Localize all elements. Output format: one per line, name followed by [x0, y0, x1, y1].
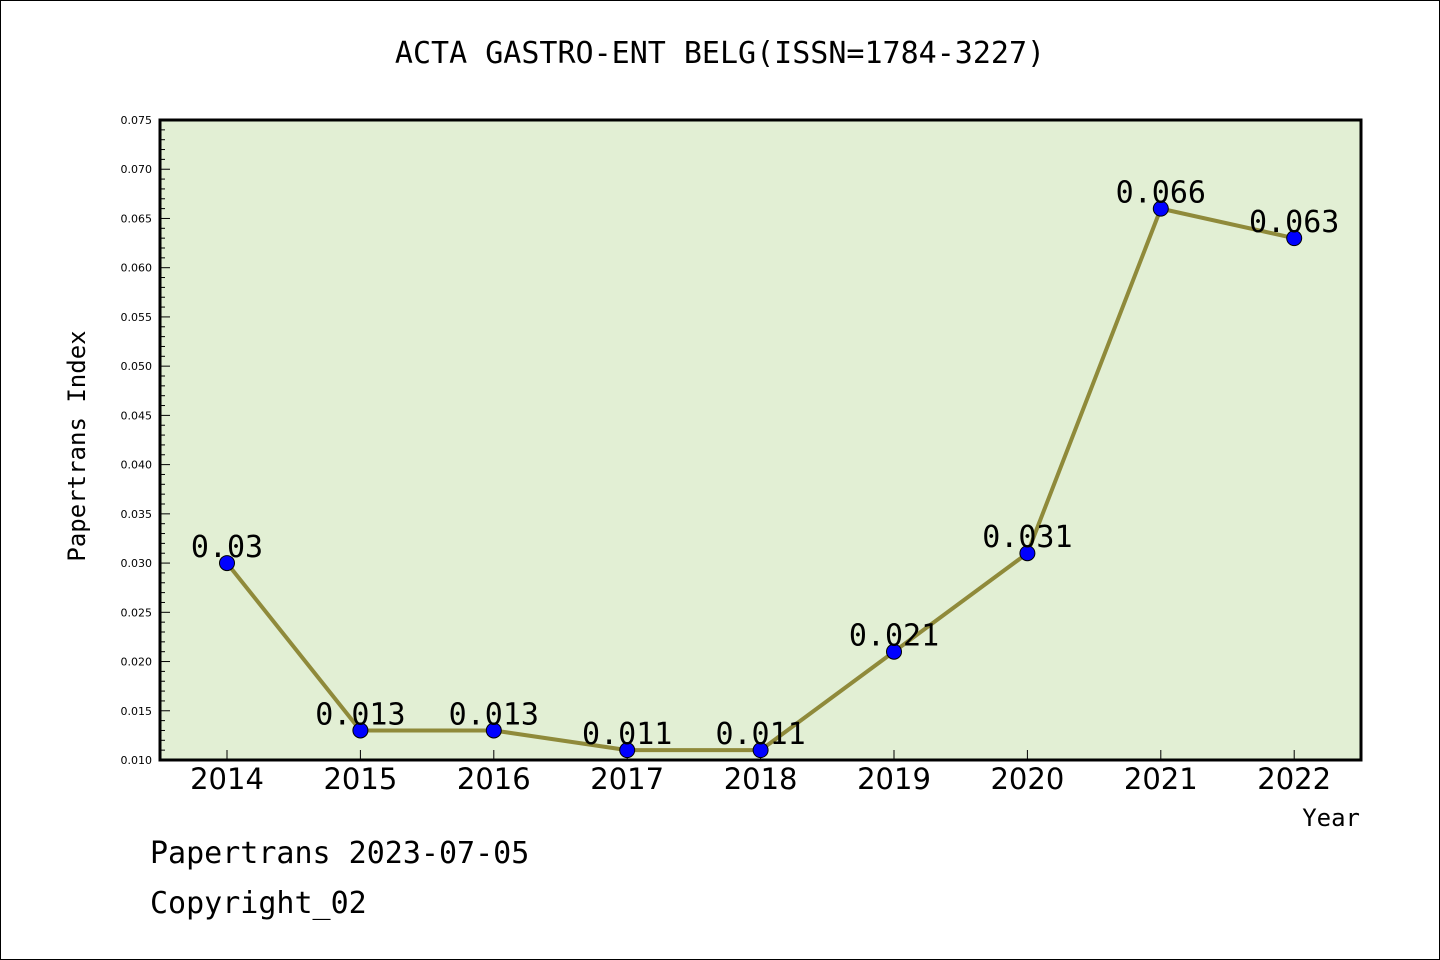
- y-tick-label: 0.075: [121, 114, 153, 127]
- data-label: 0.013: [449, 697, 539, 732]
- x-tick-label: 2017: [590, 762, 664, 796]
- y-tick-label: 0.040: [121, 459, 153, 472]
- data-point: [752, 742, 769, 759]
- x-tick-label: 2020: [990, 762, 1064, 796]
- y-tick-label: 0.050: [121, 360, 153, 373]
- data-point: [886, 643, 902, 660]
- data-point: [619, 742, 636, 759]
- x-tick-label: 2014: [190, 762, 264, 796]
- footer-copyright: Copyright_02: [150, 886, 367, 921]
- data-label: 0.021: [849, 619, 939, 654]
- series-markers: [219, 200, 1303, 759]
- footer-source: Papertrans 2023-07-05: [150, 836, 530, 871]
- x-axis-ticks: 2014 2015 2016 2017 2018 2019 2020 2021 2022: [190, 750, 1331, 796]
- y-tick-label: 0.025: [121, 606, 153, 619]
- x-tick-label: 2015: [323, 762, 397, 796]
- data-label: 0.066: [1116, 176, 1206, 211]
- y-axis-ticks: 0.010 0.015 0.020 0.025 0.030 0.035 0.040 0.045…: [121, 114, 170, 767]
- data-label: 0.011: [715, 717, 805, 752]
- y-tick-label: 0.015: [121, 705, 153, 718]
- x-tick-label: 2018: [724, 762, 798, 796]
- x-tick-label: 2019: [857, 762, 931, 796]
- x-tick-label: 2021: [1124, 762, 1198, 796]
- chart-title: ACTA GASTRO-ENT BELG(ISSN=1784-3227): [394, 36, 1046, 71]
- data-point: [1286, 230, 1303, 247]
- y-tick-label: 0.070: [121, 163, 153, 176]
- data-point: [219, 555, 235, 572]
- plot-area: [160, 120, 1361, 760]
- x-tick-label: 2022: [1257, 762, 1331, 796]
- y-tick-label: 0.045: [121, 409, 153, 422]
- x-tick-label: 2016: [457, 762, 531, 796]
- y-tick-label: 0.055: [121, 311, 153, 324]
- y-tick-label: 0.030: [121, 557, 153, 570]
- y-tick-label: 0.010: [121, 754, 153, 767]
- data-point: [352, 722, 369, 739]
- data-point: [485, 722, 502, 739]
- data-label: 0.013: [315, 697, 405, 732]
- plot-border: [158, 118, 1363, 762]
- y-tick-label: 0.060: [121, 262, 153, 275]
- data-labels: 0.03 0.013 0.013 0.011 0.011 0.021 0.031 0.066 0…: [191, 176, 1339, 753]
- y-axis-label: Papertrans Index: [63, 330, 91, 561]
- y-tick-label: 0.020: [121, 656, 153, 669]
- data-label: 0.063: [1249, 205, 1339, 240]
- data-label: 0.03: [191, 530, 263, 565]
- y-tick-label: 0.065: [121, 212, 153, 225]
- data-point: [1019, 545, 1036, 562]
- data-label: 0.031: [982, 520, 1072, 555]
- data-point: [1152, 200, 1169, 217]
- data-label: 0.011: [582, 717, 672, 752]
- x-axis-label: Year: [1302, 804, 1360, 832]
- y-tick-label: 0.035: [121, 508, 153, 521]
